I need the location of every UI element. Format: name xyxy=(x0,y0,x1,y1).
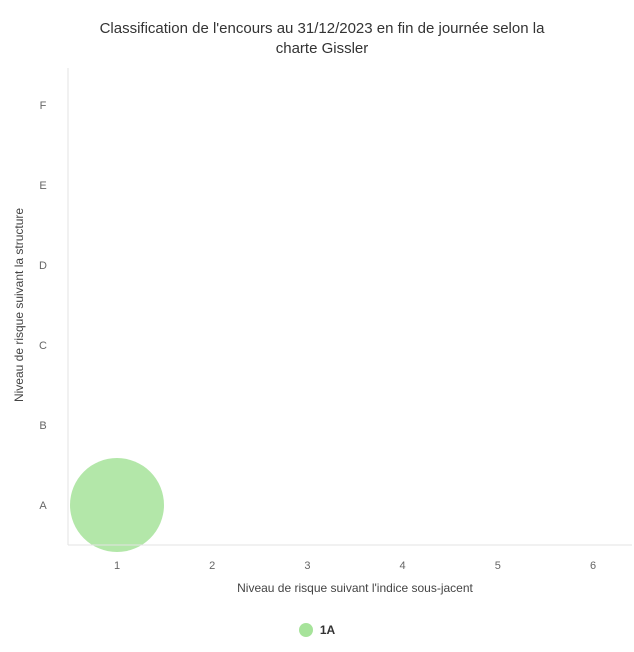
x-tick-label-4: 4 xyxy=(400,560,406,572)
x-axis-title: Niveau de risque suivant l'indice sous-j… xyxy=(237,581,473,595)
y-tick-label-f: F xyxy=(40,100,47,112)
x-tick-label-5: 5 xyxy=(495,560,501,572)
y-tick-label-e: E xyxy=(39,180,46,192)
legend-marker-1a xyxy=(298,622,313,637)
x-tick-label-6: 6 xyxy=(590,560,596,572)
y-tick-label-c: C xyxy=(39,340,47,352)
chart-title-line-1: Classification de l'encours au 31/12/202… xyxy=(99,20,545,37)
x-tick-label-3: 3 xyxy=(304,560,310,572)
y-tick-label-b: B xyxy=(39,420,46,432)
bubble-1a xyxy=(70,458,164,552)
legend-label-1a: 1A xyxy=(319,622,336,637)
y-tick-label-d: D xyxy=(39,260,47,272)
y-tick-label-a: A xyxy=(39,500,47,512)
x-tick-label-2: 2 xyxy=(209,560,215,572)
chart-title-line-2: charte Gissler xyxy=(275,40,369,57)
x-tick-label-1: 1 xyxy=(114,560,120,572)
y-axis-title: Niveau de risque suivant la structure xyxy=(12,208,26,402)
legend[interactable]: 1A xyxy=(0,622,634,637)
